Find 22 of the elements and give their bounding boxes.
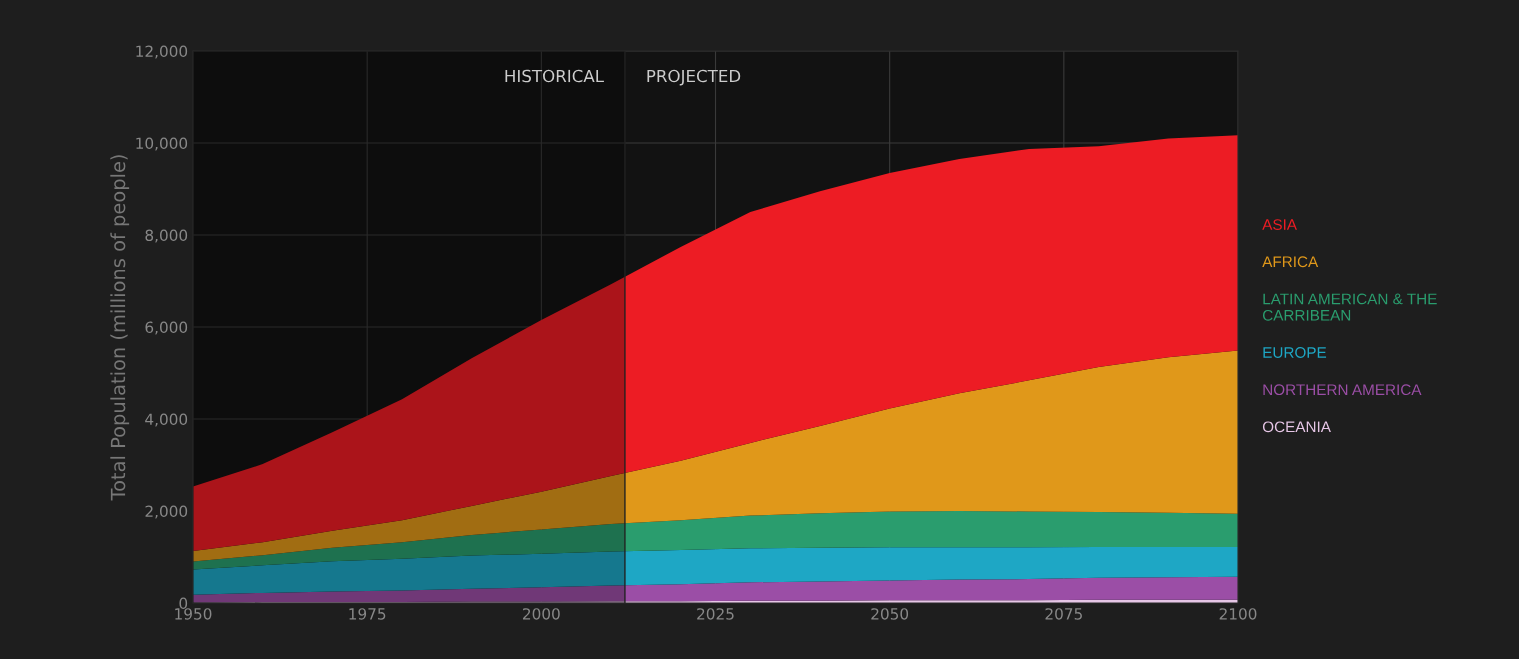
text: NORTHERN AMERICA [1263,384,1422,396]
x-tick-label: 2050 [871,608,909,620]
y-tick-label: 8,000 [145,229,188,243]
text: EUROPE [1263,347,1327,358]
band-label: HISTORICAL [505,69,604,83]
y-tick-label: 4,000 [145,413,188,427]
y-tick-label: 6,000 [145,321,188,335]
x-tick-label: 2000 [523,608,560,620]
x-tick-label: 2025 [697,608,734,620]
y-tick-label: 2,000 [145,505,188,519]
x-tick-label: 2075 [1045,608,1082,620]
text: OCEANIA [1262,421,1331,433]
x-tick-label: 2100 [1219,608,1257,620]
text: AFRICA [1262,256,1319,268]
ref-line-label: PROJECTED [647,69,741,86]
x-tick-label: 1950 [175,608,212,620]
text: LATIN AMERICAN & THE CARRIBEAN [1262,293,1437,321]
y-tick-label: 10,000 [136,137,188,151]
series-label: ASIA [1262,219,1297,230]
y-tick-label: 12,000 [136,45,188,59]
y-axis-title: Total Population (millions of people) [110,155,130,501]
x-tick-label: 1975 [349,608,386,620]
